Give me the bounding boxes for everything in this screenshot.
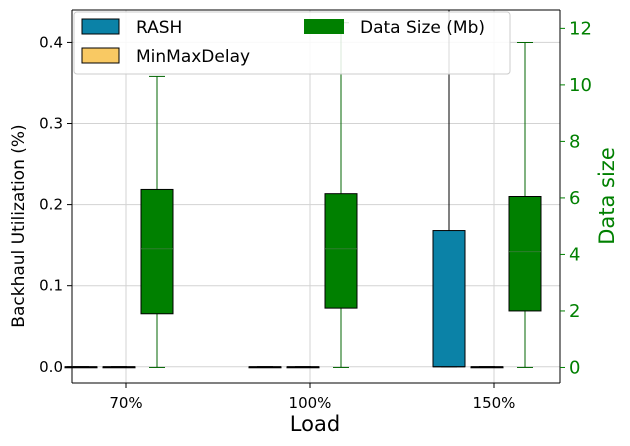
y-tick-label-right: 6 bbox=[569, 188, 580, 209]
legend-item-data-size-mb-: Data Size (Mb) bbox=[304, 18, 485, 38]
box-data-size-mb--0 bbox=[140, 75, 174, 368]
box-minmaxdelay-2 bbox=[470, 366, 504, 369]
y-axis-label-right: Data size bbox=[595, 147, 619, 245]
box-minmaxdelay-1 bbox=[286, 366, 320, 369]
box-body bbox=[508, 196, 542, 312]
legend-swatch bbox=[81, 18, 120, 35]
y-axis-label-left: Backhaul Utilization (%) bbox=[9, 124, 29, 327]
legend: RASH MinMaxDelay Data Size (Mb) bbox=[73, 11, 511, 75]
box-data-size-mb--2 bbox=[508, 41, 542, 368]
legend-item-rash: RASH bbox=[81, 18, 182, 38]
box-minmaxdelay-0 bbox=[102, 366, 136, 369]
y-tick-label-right: 0 bbox=[569, 357, 580, 378]
legend-item-minmaxdelay: MinMaxDelay bbox=[81, 47, 250, 67]
y-tick-label-left: 0.1 bbox=[39, 277, 63, 295]
y-tick-label-left: 0.4 bbox=[39, 33, 63, 51]
y-tick-label-right: 10 bbox=[569, 75, 592, 96]
legend-swatch bbox=[81, 47, 120, 64]
x-axis-label: Load bbox=[290, 412, 340, 436]
box-body bbox=[140, 188, 174, 315]
box-data-size-mb--1 bbox=[324, 22, 358, 368]
axes: 0.0 0.1 0.2 0.3 0.4 0 2 4 6 8 10 12 70% 100% 150% bbox=[39, 9, 592, 412]
box-body bbox=[432, 230, 466, 368]
legend-label: Data Size (Mb) bbox=[360, 18, 485, 38]
box-plots bbox=[64, 9, 542, 369]
y-tick-label-right: 2 bbox=[569, 301, 580, 322]
legend-swatch bbox=[304, 19, 344, 34]
box-rash-2 bbox=[432, 9, 466, 368]
legend-frame bbox=[73, 11, 511, 75]
x-tick-label: 70% bbox=[109, 394, 142, 412]
x-tick-label: 100% bbox=[289, 394, 332, 412]
box-rash-1 bbox=[248, 366, 282, 369]
y-tick-label-right: 4 bbox=[569, 244, 580, 265]
y-tick-label-left: 0.0 bbox=[39, 358, 63, 376]
y-tick-label-right: 12 bbox=[569, 18, 592, 39]
legend-label: MinMaxDelay bbox=[136, 47, 250, 67]
box-body bbox=[324, 193, 358, 309]
y-tick-label-left: 0.3 bbox=[39, 115, 63, 133]
legend-label: RASH bbox=[136, 18, 182, 38]
x-tick-label: 150% bbox=[473, 394, 516, 412]
y-tick-label-left: 0.2 bbox=[39, 196, 63, 214]
y-tick-label-right: 8 bbox=[569, 131, 580, 152]
